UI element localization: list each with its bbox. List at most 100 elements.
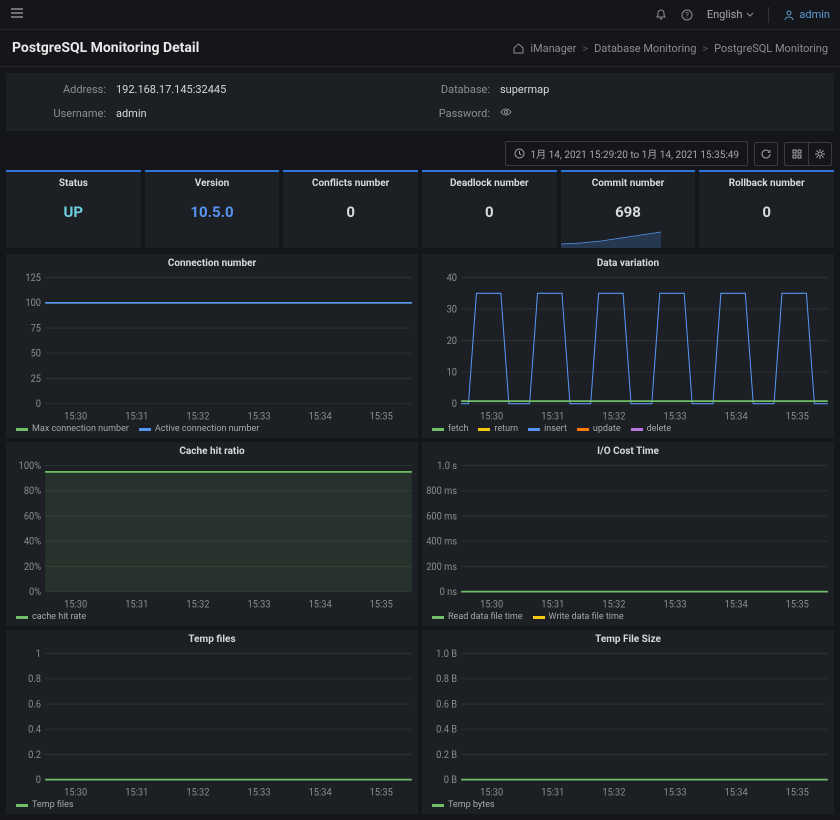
- stat-panel[interactable]: Status UP: [6, 170, 141, 248]
- stat-value: 10.5.0: [190, 203, 233, 221]
- topbar: ? English admin: [0, 0, 840, 30]
- svg-text:15:30: 15:30: [480, 411, 503, 422]
- svg-text:0%: 0%: [29, 587, 41, 599]
- svg-text:20%: 20%: [24, 561, 41, 573]
- chart-title: Temp File Size: [422, 630, 834, 649]
- view-button[interactable]: [784, 142, 808, 166]
- stat-title: Deadlock number: [450, 178, 529, 189]
- settings-button[interactable]: [808, 142, 832, 166]
- svg-text:15:30: 15:30: [480, 787, 503, 798]
- address-label: Address:: [36, 83, 106, 96]
- chart-legend: Temp bytes: [422, 798, 834, 814]
- database-label: Database:: [420, 83, 490, 96]
- legend-item: Max connection number: [16, 424, 129, 434]
- legend-swatch: [528, 428, 540, 431]
- svg-text:0.6 B: 0.6 B: [436, 699, 457, 711]
- chart-title: I/O Cost Time: [422, 442, 834, 461]
- chart-panel[interactable]: Connection number 025507510012515:3015:3…: [6, 254, 418, 438]
- svg-text:200 ms: 200 ms: [426, 561, 457, 573]
- svg-text:?: ?: [685, 11, 689, 20]
- legend-swatch: [631, 428, 643, 431]
- svg-text:15:35: 15:35: [786, 411, 810, 422]
- stat-panel[interactable]: Commit number 698: [561, 170, 696, 248]
- legend-item: insert: [528, 424, 567, 434]
- svg-text:15:31: 15:31: [541, 599, 564, 610]
- svg-text:800 ms: 800 ms: [426, 486, 457, 498]
- svg-text:20: 20: [447, 336, 457, 348]
- svg-text:15:32: 15:32: [186, 411, 210, 422]
- svg-text:15:32: 15:32: [602, 787, 626, 798]
- stat-title: Conflicts number: [312, 178, 389, 189]
- stat-panel[interactable]: Conflicts number 0: [283, 170, 418, 248]
- breadcrumb-item[interactable]: Database Monitoring: [594, 42, 696, 55]
- stat-panel[interactable]: Deadlock number 0: [422, 170, 557, 248]
- language-selector[interactable]: English: [707, 8, 755, 21]
- svg-text:15:30: 15:30: [64, 787, 87, 798]
- database-value: supermap: [500, 83, 549, 96]
- svg-text:75: 75: [31, 323, 42, 335]
- svg-text:15:35: 15:35: [786, 787, 810, 798]
- svg-text:15:33: 15:33: [248, 599, 271, 610]
- svg-text:0.4 B: 0.4 B: [436, 724, 457, 736]
- svg-text:15:34: 15:34: [309, 599, 333, 610]
- legend-swatch: [16, 804, 28, 807]
- svg-text:15:33: 15:33: [664, 599, 687, 610]
- legend-swatch: [432, 428, 444, 431]
- grid-icon: [791, 148, 803, 160]
- svg-text:0.4: 0.4: [28, 724, 41, 736]
- svg-text:0.2 B: 0.2 B: [436, 749, 457, 761]
- gear-icon: [814, 148, 826, 160]
- chart-panel[interactable]: Data variation 01020304015:3015:3115:321…: [422, 254, 834, 438]
- help-icon[interactable]: ?: [681, 9, 693, 21]
- username-label: Username:: [36, 107, 106, 120]
- svg-text:1.0 s: 1.0 s: [437, 461, 457, 472]
- chart-legend: Read data file timeWrite data file time: [422, 610, 834, 626]
- svg-text:15:30: 15:30: [64, 599, 87, 610]
- svg-text:15:34: 15:34: [309, 411, 333, 422]
- stat-value: 0: [762, 203, 771, 221]
- svg-text:15:32: 15:32: [602, 599, 626, 610]
- svg-text:10: 10: [447, 367, 457, 379]
- svg-text:15:30: 15:30: [480, 599, 503, 610]
- password-toggle[interactable]: [500, 106, 512, 121]
- refresh-icon: [760, 148, 772, 160]
- chart-panel[interactable]: Temp File Size 0 B0.2 B0.4 B0.6 B0.8 B1.…: [422, 630, 834, 814]
- chart-panel[interactable]: Temp files 00.20.40.60.8115:3015:3115:32…: [6, 630, 418, 814]
- svg-text:40%: 40%: [24, 536, 41, 548]
- svg-text:15:33: 15:33: [248, 787, 271, 798]
- refresh-button[interactable]: [754, 142, 778, 166]
- svg-text:1.0 B: 1.0 B: [436, 649, 457, 660]
- chart-body: 0%20%40%60%80%100%15:3015:3115:3215:3315…: [6, 461, 418, 610]
- svg-text:0.8 B: 0.8 B: [436, 674, 457, 686]
- legend-item: Write data file time: [533, 612, 624, 622]
- time-range-label: 1月 14, 2021 15:29:20 to 1月 14, 2021 15:3…: [531, 146, 739, 161]
- menu-icon[interactable]: [10, 9, 24, 23]
- stat-panel[interactable]: Version 10.5.0: [145, 170, 280, 248]
- svg-text:15:33: 15:33: [664, 411, 687, 422]
- svg-text:15:33: 15:33: [664, 787, 687, 798]
- stat-row: Status UPVersion 10.5.0Conflicts number …: [0, 170, 840, 248]
- chart-legend: Temp files: [6, 798, 418, 814]
- breadcrumb-sep: >: [702, 42, 708, 55]
- chart-body: 0 B0.2 B0.4 B0.6 B0.8 B1.0 B15:3015:3115…: [422, 649, 834, 798]
- legend-item: return: [478, 424, 518, 434]
- svg-text:15:34: 15:34: [725, 787, 749, 798]
- user-menu[interactable]: admin: [783, 8, 830, 21]
- chart-panel[interactable]: I/O Cost Time 0 ns200 ms400 ms600 ms800 …: [422, 442, 834, 626]
- svg-text:0 ns: 0 ns: [440, 587, 457, 599]
- chart-body: 0 ns200 ms400 ms600 ms800 ms1.0 s15:3015…: [422, 461, 834, 610]
- chart-title: Data variation: [422, 254, 834, 273]
- time-range-picker[interactable]: 1月 14, 2021 15:29:20 to 1月 14, 2021 15:3…: [505, 141, 748, 166]
- breadcrumb-item[interactable]: iManager: [530, 42, 576, 55]
- chart-panel[interactable]: Cache hit ratio 0%20%40%60%80%100%15:301…: [6, 442, 418, 626]
- breadcrumb-item[interactable]: PostgreSQL Monitoring: [714, 42, 828, 55]
- home-icon: [513, 43, 524, 54]
- notification-icon[interactable]: [655, 9, 667, 21]
- clock-icon: [514, 148, 525, 159]
- stat-title: Version: [195, 178, 229, 189]
- svg-text:40: 40: [447, 273, 457, 284]
- legend-item: Active connection number: [139, 424, 259, 434]
- language-label: English: [707, 8, 743, 21]
- svg-text:15:31: 15:31: [125, 411, 148, 422]
- stat-panel[interactable]: Rollback number 0: [699, 170, 834, 248]
